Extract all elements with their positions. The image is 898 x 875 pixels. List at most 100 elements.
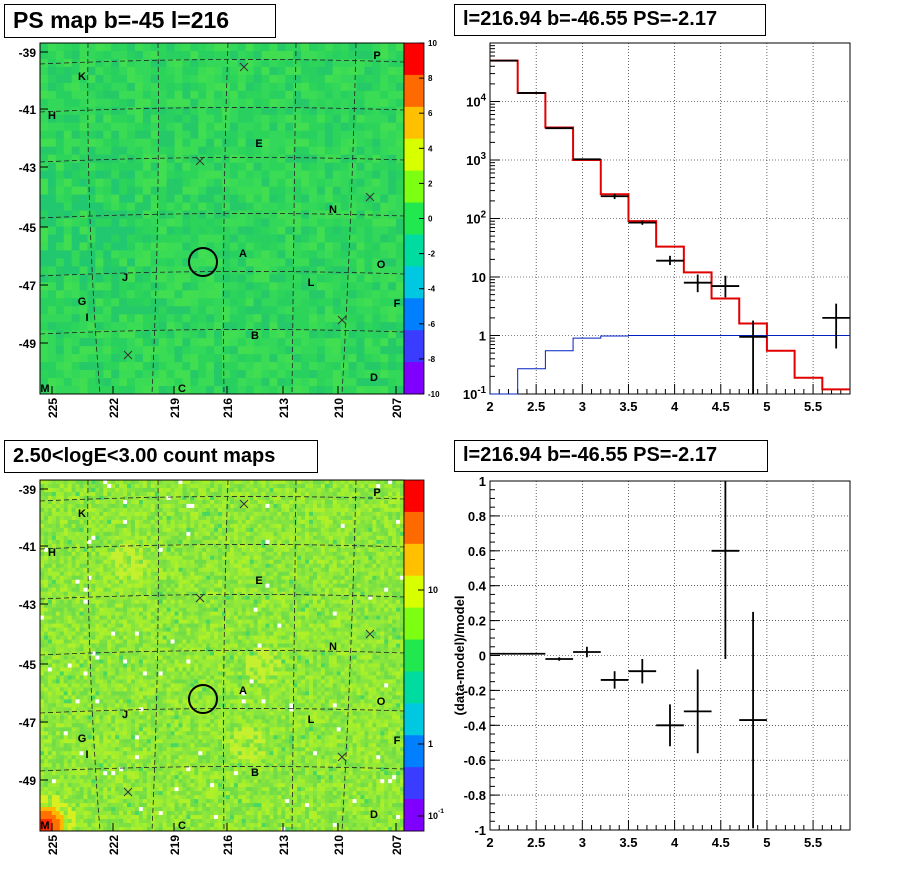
map-pixel xyxy=(146,591,152,597)
map-pixel xyxy=(127,282,136,291)
map-pixel xyxy=(340,480,346,485)
map-pixel xyxy=(67,567,73,573)
map-pixel xyxy=(63,511,69,517)
map-pixel xyxy=(142,559,148,565)
map-pixel xyxy=(142,547,148,553)
map-pixel xyxy=(388,559,393,565)
map-pixel xyxy=(103,378,112,387)
map-pixel xyxy=(119,202,128,211)
map-pixel xyxy=(40,234,49,243)
map-pixel xyxy=(198,386,207,395)
map-pixel xyxy=(47,202,57,211)
map-pixel xyxy=(340,495,346,501)
map-pixel xyxy=(158,290,168,299)
map-pixel xyxy=(348,186,357,195)
map-pixel xyxy=(158,378,168,387)
map-pixel xyxy=(332,503,338,509)
map-pixel xyxy=(47,575,53,581)
map-pixel xyxy=(190,591,195,597)
map-pixel xyxy=(261,250,270,259)
map-pixel xyxy=(277,90,286,100)
map-pixel xyxy=(166,543,171,549)
map-pixel xyxy=(293,194,302,203)
map-pixel xyxy=(119,595,124,601)
map-pixel xyxy=(364,146,373,156)
map-pixel xyxy=(123,527,128,533)
map-pixel xyxy=(174,378,183,387)
map-pixel xyxy=(166,378,175,387)
map-pixel xyxy=(87,162,96,172)
map-pixel xyxy=(131,491,136,497)
map-pixel xyxy=(222,531,227,537)
map-pixel xyxy=(356,178,365,187)
map-pixel xyxy=(214,170,223,180)
map-pixel xyxy=(103,555,108,561)
map-pixel xyxy=(63,523,69,529)
map-pixel xyxy=(400,491,405,497)
map-pixel xyxy=(348,483,353,489)
map-pixel xyxy=(87,282,96,291)
map-pixel xyxy=(95,90,104,100)
map-pixel xyxy=(332,82,342,92)
map-pixel xyxy=(95,330,104,339)
map-pixel xyxy=(131,495,136,501)
map-pixel xyxy=(245,146,255,156)
map-pixel xyxy=(301,503,306,509)
map-pixel xyxy=(103,507,108,513)
map-pixel xyxy=(182,186,191,195)
map-pixel xyxy=(269,591,274,597)
map-pixel xyxy=(194,519,199,525)
map-pixel xyxy=(146,480,152,485)
map-pixel xyxy=(340,531,346,537)
map-pixel xyxy=(380,266,389,275)
map-pixel xyxy=(253,519,259,525)
map-pixel xyxy=(277,162,286,172)
map-pixel xyxy=(198,571,203,577)
map-pixel xyxy=(380,503,385,509)
map-pixel xyxy=(40,507,45,513)
map-pixel xyxy=(316,43,326,52)
map-pixel xyxy=(71,170,80,180)
map-pixel xyxy=(320,555,326,561)
map-pixel xyxy=(95,555,100,561)
map-pixel xyxy=(186,587,191,593)
map-pixel xyxy=(158,258,168,267)
map-pixel xyxy=(364,186,373,195)
map-pixel xyxy=(166,162,175,172)
map-pixel xyxy=(95,515,100,521)
map-pixel xyxy=(309,519,314,525)
map-pixel xyxy=(356,106,365,116)
map-pixel xyxy=(87,122,96,132)
map-pixel xyxy=(150,362,160,371)
map-pixel xyxy=(372,571,377,577)
map-pixel xyxy=(340,274,350,283)
map-pixel xyxy=(253,487,259,493)
map-pixel xyxy=(67,507,73,513)
map-pixel xyxy=(261,122,270,132)
map-pixel xyxy=(190,527,195,533)
map-pixel xyxy=(40,82,49,92)
map-pixel xyxy=(174,515,179,521)
map-pixel xyxy=(142,138,152,148)
region-label: A xyxy=(239,248,247,260)
map-pixel xyxy=(340,547,346,553)
map-pixel xyxy=(320,551,326,557)
map-pixel xyxy=(51,535,57,541)
map-pixel xyxy=(131,483,136,489)
map-pixel xyxy=(293,258,302,267)
map-pixel xyxy=(253,122,262,132)
map-pixel xyxy=(233,571,239,577)
map-pixel xyxy=(372,74,381,84)
map-pixel xyxy=(253,555,259,561)
map-pixel xyxy=(253,551,259,557)
step-series xyxy=(490,59,850,391)
map-pixel xyxy=(356,170,365,180)
map-pixel xyxy=(71,66,80,76)
map-pixel xyxy=(99,507,104,513)
map-pixel xyxy=(95,74,104,84)
map-pixel xyxy=(127,362,136,371)
map-pixel xyxy=(79,218,88,227)
map-pixel xyxy=(241,480,247,485)
map-pixel xyxy=(269,507,274,513)
map-pixel xyxy=(63,186,73,195)
